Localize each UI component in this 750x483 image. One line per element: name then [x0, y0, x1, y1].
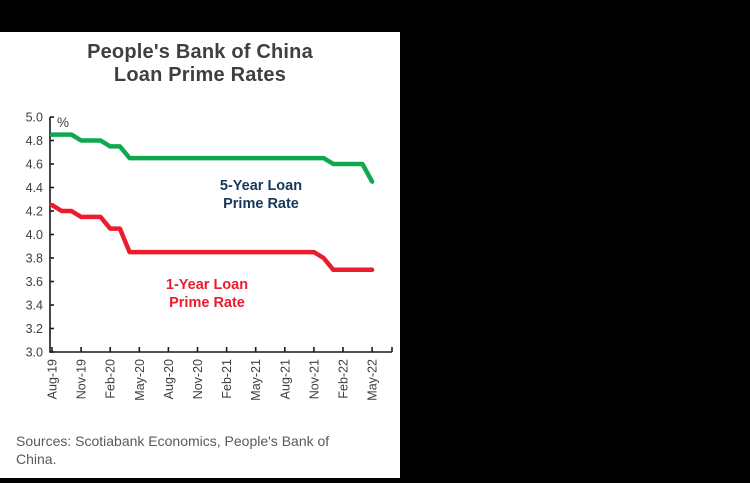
- y-axis-label: 3.8: [26, 252, 43, 266]
- y-axis-label: 5.0: [26, 111, 43, 125]
- chart-title-line-2: Loan Prime Rates: [113, 64, 287, 87]
- x-axis-label: Feb-22: [337, 359, 351, 399]
- series-line-5-year: [49, 132, 375, 184]
- y-axis-label: 3.6: [26, 275, 43, 289]
- y-axis-label: 3.0: [26, 346, 43, 360]
- x-axis-label: May-22: [366, 359, 380, 401]
- axes: [49, 117, 392, 353]
- x-axis-label: Nov-21: [307, 359, 321, 399]
- source-note: Sources: Scotiabank Economics, People's …: [16, 433, 388, 469]
- x-axis-label: Aug-20: [162, 359, 176, 399]
- series-label-1-year: Prime Rate: [169, 295, 245, 311]
- y-axis-label: 4.0: [26, 228, 43, 242]
- x-axis-label: Feb-21: [220, 359, 234, 399]
- x-axis-label: Feb-20: [104, 359, 118, 399]
- x-axis-label: May-21: [249, 359, 263, 401]
- chart-title: People's Bank of China Loan Prime Rates: [0, 41, 400, 88]
- x-axis-label: Nov-20: [191, 359, 205, 399]
- chart-panel: People's Bank of China Loan Prime Rates …: [0, 32, 400, 478]
- source-note-line-1: Sources: Scotiabank Economics, People's …: [16, 433, 330, 449]
- y-axis-label: 3.2: [26, 322, 43, 336]
- y-axis-label: 4.4: [26, 181, 43, 195]
- y-axis-label: 3.4: [26, 299, 43, 313]
- source-note-line-2: China.: [16, 450, 57, 467]
- series-label-5-year: 5-Year Loan: [220, 178, 302, 194]
- series-line-1-year: [49, 202, 375, 273]
- series-label-1-year: 1-Year Loan: [166, 277, 248, 293]
- x-axis-label: Nov-19: [75, 359, 89, 399]
- x-axis-label: Aug-21: [278, 359, 292, 399]
- y-axis-label: 4.2: [26, 205, 43, 219]
- series-label-5-year: Prime Rate: [223, 196, 299, 212]
- y-axis-label: 4.6: [26, 158, 43, 172]
- x-axis-label: May-20: [133, 359, 147, 401]
- x-axis-label: Aug-19: [46, 359, 60, 399]
- y-axis-label: 4.8: [26, 134, 43, 148]
- chart-title-line-1: People's Bank of China: [87, 41, 313, 63]
- y-axis-unit-label: %: [57, 115, 69, 130]
